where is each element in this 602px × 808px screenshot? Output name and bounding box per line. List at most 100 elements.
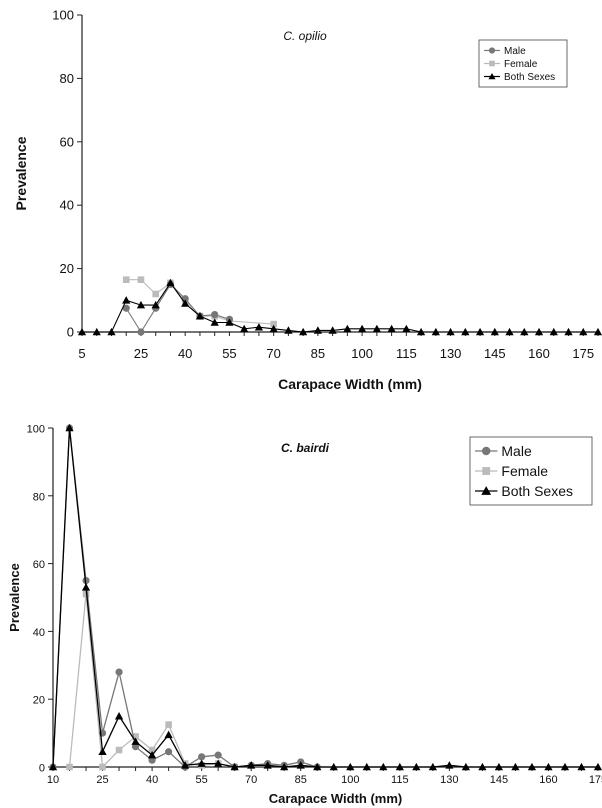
data-point: [482, 467, 491, 475]
legend-label: Female: [504, 59, 538, 70]
data-point: [270, 320, 277, 328]
data-point: [328, 326, 337, 334]
data-point: [296, 761, 305, 769]
legend-label: Male: [504, 46, 526, 57]
x-tick-label: 160: [539, 774, 557, 786]
data-point: [165, 748, 173, 756]
data-point: [114, 712, 124, 720]
y-tick-label: 80: [33, 491, 45, 503]
y-axis-label: Prevalence: [13, 136, 29, 210]
data-point: [122, 276, 130, 283]
chart-title: C. opilio: [283, 29, 327, 43]
x-tick-label: 130: [440, 346, 462, 361]
data-point: [164, 730, 173, 739]
x-axis-label: Carapace Width (mm): [278, 376, 422, 392]
data-point: [152, 290, 160, 298]
chart-1: 0 20 40 60 80 100 5 25 40 55 70 85 100 115 130 145 160 17…: [13, 8, 602, 392]
data-point: [402, 324, 411, 333]
data-point: [428, 762, 437, 771]
y-axis-label: Prevalence: [7, 563, 22, 632]
data-point: [481, 486, 492, 495]
y-tick-label: 100: [27, 424, 45, 436]
data-point: [313, 326, 323, 334]
x-axis-label: Carapace Width (mm): [269, 791, 403, 806]
chart-title: C. bairdi: [281, 441, 330, 455]
data-point: [137, 328, 145, 336]
data-point: [579, 327, 588, 336]
data-point: [593, 762, 602, 771]
x-tick-label: 115: [391, 774, 409, 786]
data-point: [488, 47, 496, 54]
x-tick-label: 70: [266, 346, 280, 361]
x-tick-label: 175: [572, 346, 594, 361]
data-point: [180, 761, 190, 769]
data-point: [416, 327, 426, 336]
data-point: [92, 327, 101, 336]
data-point: [560, 762, 570, 771]
x-tick-label: 25: [134, 346, 148, 361]
data-point: [505, 327, 514, 336]
legend: Male Female Both Sexes: [478, 39, 568, 88]
chart-2: 0 20 40 60 80 100 10 25 40 55 70 85 100 115 130 145 160 1…: [7, 423, 602, 806]
data-point: [148, 746, 156, 754]
data-point: [534, 327, 544, 336]
data-point: [107, 327, 116, 336]
y-tick-label: 0: [39, 763, 45, 775]
data-point: [346, 762, 355, 771]
data-point: [481, 446, 491, 456]
data-point: [198, 753, 206, 761]
x-tick-label: 40: [146, 774, 158, 786]
data-point: [494, 762, 504, 771]
data-point: [254, 323, 264, 331]
series-line: [68, 594, 235, 769]
data-point: [65, 423, 74, 432]
data-point: [412, 762, 421, 771]
data-point: [577, 762, 586, 771]
data-point: [357, 324, 367, 333]
x-tick-label: 175: [589, 774, 602, 786]
data-point: [544, 762, 553, 771]
data-point: [197, 759, 206, 767]
data-point: [81, 583, 91, 591]
data-point: [284, 326, 293, 334]
series-both-sexes: [48, 423, 602, 771]
data-point: [313, 762, 322, 771]
y-tick-label: 40: [33, 627, 45, 639]
y-tick-label: 100: [52, 8, 74, 23]
data-point: [280, 762, 289, 771]
series-female: [66, 590, 238, 771]
data-point: [372, 324, 381, 333]
data-point: [263, 761, 272, 769]
y-tick-label: 60: [60, 134, 74, 149]
y-tick-label: 80: [60, 71, 74, 86]
data-point: [431, 327, 440, 336]
data-point: [214, 759, 223, 767]
data-point: [269, 324, 278, 333]
data-point: [593, 327, 602, 336]
data-point: [214, 751, 222, 759]
data-point: [489, 60, 495, 67]
data-point: [520, 327, 529, 336]
series-male: [49, 424, 321, 771]
data-point: [564, 327, 573, 336]
series-line: [52, 427, 318, 768]
data-point: [66, 763, 73, 771]
data-point: [395, 762, 404, 771]
x-tick-label: 40: [178, 346, 192, 361]
series-both-sexes: [77, 278, 602, 336]
data-point: [379, 762, 388, 771]
data-point: [230, 762, 239, 771]
series-line: [52, 427, 598, 768]
x-tick-label: 5: [78, 346, 85, 361]
data-point: [122, 296, 131, 304]
data-point: [151, 300, 160, 309]
data-point: [98, 747, 107, 756]
data-point: [446, 327, 455, 336]
data-point: [299, 327, 308, 336]
data-point: [48, 762, 58, 771]
data-point: [115, 746, 123, 754]
data-point: [136, 300, 146, 309]
data-point: [211, 310, 219, 319]
legend-label: Both Sexes: [501, 483, 573, 499]
y-tick-label: 60: [33, 559, 45, 571]
